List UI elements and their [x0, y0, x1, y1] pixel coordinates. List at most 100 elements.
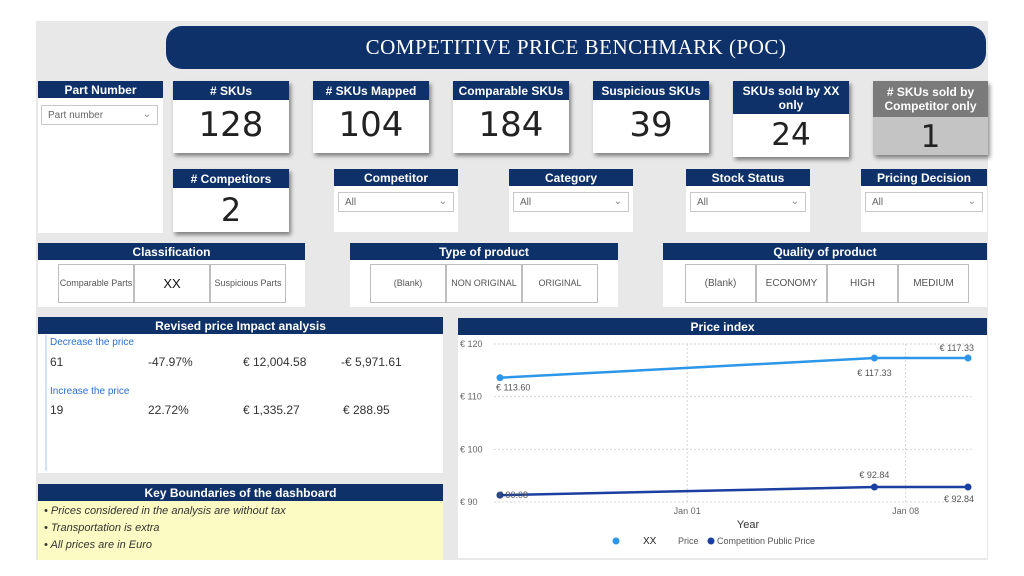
- kpi-suspicious-value: 39: [629, 105, 673, 145]
- pricing-decision-filter-header: Pricing Decision: [861, 169, 987, 186]
- increase-delta: € 288.95: [343, 403, 390, 417]
- type-chip-original[interactable]: ORIGINAL: [522, 264, 598, 303]
- data-label: € 92.84: [859, 470, 889, 480]
- stock-status-dropdown-value: All: [697, 196, 709, 208]
- price-index-header: Price index: [458, 318, 987, 335]
- chevron-down-icon: ⌄: [967, 196, 976, 207]
- data-label: € 90.08: [498, 490, 528, 500]
- x-axis-title: Year: [737, 519, 760, 531]
- chevron-down-icon: ⌄: [613, 196, 622, 207]
- quality-chip-economy[interactable]: ECONOMY: [756, 264, 827, 303]
- quality-of-product-header: Quality of product: [663, 243, 987, 260]
- legend-marker: [707, 537, 715, 545]
- kpi-sold-by-xx-label: SKUs sold by XX only: [733, 81, 849, 114]
- kpi-skus-mapped-value: 104: [338, 105, 404, 145]
- quality-chip-medium[interactable]: MEDIUM: [898, 264, 969, 303]
- increase-count: 19: [50, 403, 64, 417]
- key-boundary-item: • Transportation is extra: [44, 522, 160, 534]
- dashboard-canvas: COMPETITIVE PRICE BENCHMARK (POC) Part N…: [36, 21, 988, 560]
- decrease-count: 61: [50, 355, 64, 369]
- classification-chip-xx[interactable]: XX: [134, 264, 210, 303]
- chevron-down-icon: ⌄: [790, 196, 799, 207]
- competitor-filter: Competitor All ⌄: [334, 169, 458, 232]
- stock-status-filter: Stock Status All ⌄: [686, 169, 810, 232]
- classification-header: Classification: [38, 243, 305, 260]
- page-title: COMPETITIVE PRICE BENCHMARK (POC): [166, 26, 986, 69]
- kpi-skus-card: # SKUs 128: [173, 81, 289, 153]
- data-point: [964, 483, 972, 491]
- key-boundaries-header: Key Boundaries of the dashboard: [38, 484, 443, 501]
- decrease-price-label: Decrease the price: [50, 337, 134, 348]
- legend-marker: [612, 537, 620, 545]
- chevron-down-icon: ⌄: [142, 109, 151, 120]
- kpi-skus-label: # SKUs: [173, 81, 289, 100]
- data-point: [870, 354, 878, 362]
- legend-label: XX: [643, 536, 657, 547]
- key-boundary-item: • Prices considered in the analysis are …: [44, 505, 286, 517]
- category-dropdown[interactable]: All ⌄: [513, 192, 629, 212]
- kpi-suspicious-card: Suspicious SKUs 39: [593, 81, 709, 153]
- chevron-down-icon: ⌄: [438, 196, 447, 207]
- category-filter: Category All ⌄: [509, 169, 633, 232]
- kpi-comparable-label: Comparable SKUs: [453, 81, 569, 100]
- category-dropdown-value: All: [520, 196, 532, 208]
- quality-of-product-slicer: Quality of product (Blank) ECONOMY HIGH …: [663, 243, 987, 307]
- type-chip-blank[interactable]: (Blank): [370, 264, 446, 303]
- kpi-comparable-card: Comparable SKUs 184: [453, 81, 569, 153]
- part-number-placeholder: Part number: [48, 109, 104, 121]
- legend-label: Price: [678, 536, 699, 546]
- part-number-slicer: Part Number Part number ⌄: [38, 81, 163, 233]
- decrease-pct: -47.97%: [148, 355, 193, 369]
- competitor-dropdown-value: All: [345, 196, 357, 208]
- x-tick-label: Jan 01: [674, 506, 701, 516]
- type-of-product-slicer: Type of product (Blank) NON ORIGINAL ORI…: [350, 243, 618, 307]
- y-tick-label: € 120: [460, 339, 483, 349]
- data-point: [496, 491, 504, 499]
- decrease-amount: € 12,004.58: [243, 355, 307, 369]
- kpi-competitors-card: # Competitors 2: [173, 169, 289, 232]
- kpi-sold-by-competitor-label: # SKUs sold by Competitor only: [873, 81, 988, 117]
- impact-accent-line: [45, 335, 47, 471]
- kpi-sold-by-xx-card: SKUs sold by XX only 24: [733, 81, 849, 157]
- type-chip-non-original[interactable]: NON ORIGINAL: [446, 264, 522, 303]
- classification-slicer: Classification Comparable Parts XX Suspi…: [38, 243, 305, 307]
- kpi-skus-value: 128: [198, 105, 264, 145]
- pricing-decision-dropdown[interactable]: All ⌄: [865, 192, 983, 212]
- part-number-header: Part Number: [38, 81, 163, 98]
- price-index-chart: € 90 € 100 € 110 € 120 Jan 01 Jan 08 Year € 113…: [460, 339, 974, 547]
- classification-chip-comparable[interactable]: Comparable Parts: [58, 264, 134, 303]
- pricing-decision-dropdown-value: All: [872, 196, 884, 208]
- data-point: [496, 374, 504, 382]
- kpi-comparable-value: 184: [478, 105, 544, 145]
- stock-status-dropdown[interactable]: All ⌄: [690, 192, 806, 212]
- increase-pct: 22.72%: [148, 403, 189, 417]
- key-boundary-item: • All prices are in Euro: [44, 539, 152, 551]
- competitor-filter-header: Competitor: [334, 169, 458, 186]
- increase-price-label: Increase the price: [50, 386, 130, 397]
- kpi-sold-by-competitor-value: 1: [920, 119, 941, 155]
- series-line: [499, 356, 968, 379]
- data-point: [870, 483, 878, 491]
- legend-label: Competition Public Price: [717, 536, 815, 546]
- category-filter-header: Category: [509, 169, 633, 186]
- data-label: € 113.60: [496, 383, 530, 393]
- stock-status-filter-header: Stock Status: [686, 169, 810, 186]
- data-point: [964, 354, 972, 362]
- quality-chip-blank[interactable]: (Blank): [685, 264, 756, 303]
- y-tick-label: € 110: [460, 392, 482, 402]
- kpi-competitors-label: # Competitors: [173, 169, 289, 188]
- quality-chip-high[interactable]: HIGH: [827, 264, 898, 303]
- data-label: € 117.33: [940, 343, 974, 353]
- decrease-delta: -€ 5,971.61: [341, 355, 402, 369]
- kpi-sold-by-competitor-card: # SKUs sold by Competitor only 1: [873, 81, 988, 155]
- kpi-competitors-value: 2: [220, 191, 242, 229]
- data-label: € 117.33: [857, 368, 891, 378]
- impact-analysis-panel: Revised price Impact analysis Decrease t…: [38, 317, 443, 473]
- classification-chip-suspicious[interactable]: Suspicious Parts: [210, 264, 286, 303]
- competitor-dropdown[interactable]: All ⌄: [338, 192, 454, 212]
- kpi-skus-mapped-card: # SKUs Mapped 104: [313, 81, 429, 153]
- kpi-skus-mapped-label: # SKUs Mapped: [313, 81, 429, 100]
- part-number-dropdown[interactable]: Part number ⌄: [41, 105, 158, 125]
- kpi-suspicious-label: Suspicious SKUs: [593, 81, 709, 100]
- data-label: € 92.84: [944, 494, 974, 504]
